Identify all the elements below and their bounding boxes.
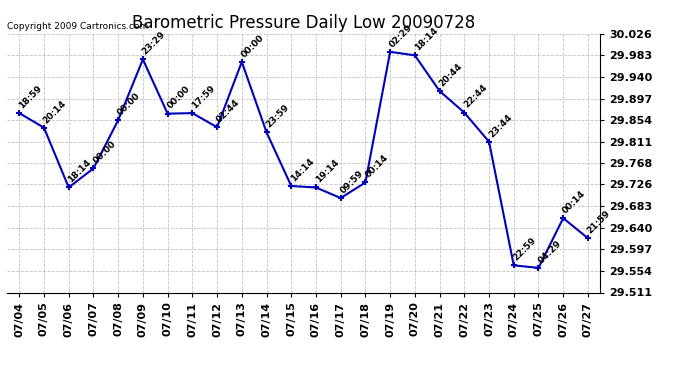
Text: 00:14: 00:14 (363, 153, 390, 180)
Text: 18:14: 18:14 (413, 26, 440, 53)
Text: 00:00: 00:00 (91, 140, 117, 166)
Text: 21:59: 21:59 (586, 209, 613, 236)
Text: 20:14: 20:14 (42, 98, 68, 125)
Text: Copyright 2009 Cartronics.com: Copyright 2009 Cartronics.com (7, 22, 148, 31)
Text: 17:59: 17:59 (190, 84, 217, 110)
Text: 23:44: 23:44 (487, 112, 513, 139)
Text: 14:14: 14:14 (289, 156, 316, 183)
Text: 23:59: 23:59 (264, 103, 291, 129)
Text: 23:29: 23:29 (141, 30, 168, 57)
Text: 18:14: 18:14 (66, 158, 93, 185)
Title: Barometric Pressure Daily Low 20090728: Barometric Pressure Daily Low 20090728 (132, 14, 475, 32)
Text: 09:59: 09:59 (339, 169, 365, 195)
Text: 22:59: 22:59 (511, 236, 538, 262)
Text: 02:29: 02:29 (388, 22, 415, 49)
Text: 18:59: 18:59 (17, 84, 43, 110)
Text: 00:00: 00:00 (239, 33, 266, 59)
Text: 00:00: 00:00 (116, 91, 142, 117)
Text: 22:44: 22:44 (462, 83, 489, 110)
Text: 00:00: 00:00 (166, 85, 192, 111)
Text: 00:14: 00:14 (561, 189, 587, 215)
Text: 19:14: 19:14 (314, 158, 341, 185)
Text: 20:44: 20:44 (437, 62, 464, 88)
Text: 04:29: 04:29 (536, 238, 563, 265)
Text: 02:44: 02:44 (215, 98, 242, 124)
